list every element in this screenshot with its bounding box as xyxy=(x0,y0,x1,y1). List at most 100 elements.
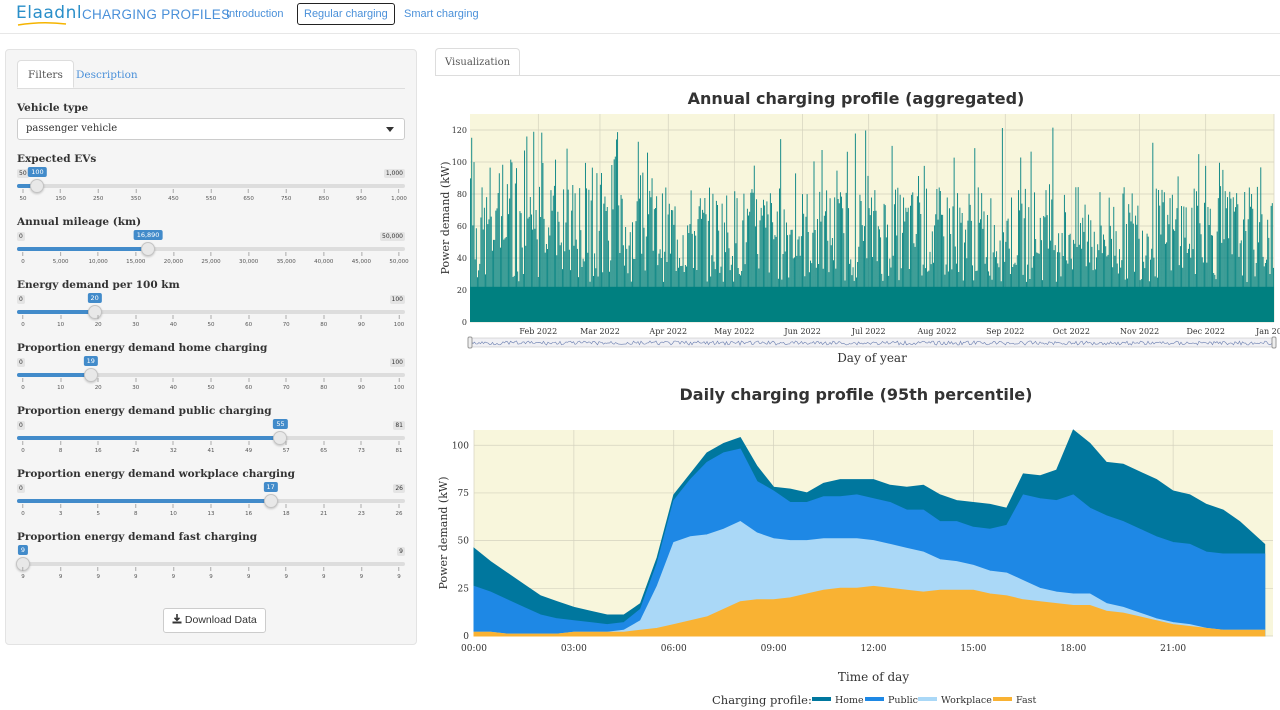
slider-ticks: 0 10 20 30 40 50 60 70 80 90 100 xyxy=(17,378,405,394)
slider-track[interactable] xyxy=(17,562,405,566)
slider-tick-label: 20 xyxy=(95,378,102,391)
slider-tick-label: 20 xyxy=(95,315,102,328)
legend-item-fast[interactable]: Fast xyxy=(993,695,1036,706)
daily-chart-title: Daily charging profile (95th percentile) xyxy=(679,385,1033,404)
slider-tick-label: 30 xyxy=(132,378,139,391)
slider-track[interactable] xyxy=(17,184,405,188)
slider-tick-label: 20,000 xyxy=(164,252,183,265)
range-slider[interactable]: 0 100 20 0 10 20 30 40 50 60 70 80 90 100 xyxy=(17,293,405,335)
slider-handle[interactable] xyxy=(263,494,278,508)
navbar: Elaadnl CHARGING PROFILES Introduction R… xyxy=(0,0,1280,34)
slider-handle[interactable] xyxy=(83,368,98,382)
slider-max-label: 50,000 xyxy=(380,232,405,241)
range-slider[interactable]: 9 9 9 9 9 9 9 9 9 9 9 9 9 xyxy=(16,545,405,587)
tab-visualization[interactable]: Visualization xyxy=(435,48,521,76)
slider-tick-label: 9 xyxy=(247,567,250,580)
slider-tick-label: 40 xyxy=(170,378,177,391)
y-tick-label: 120 xyxy=(452,126,467,135)
slider-tick-label: 9 xyxy=(360,567,363,580)
slider-tick-label: 50 xyxy=(20,189,27,202)
vehicle-type-select[interactable]: passenger vehicle xyxy=(17,118,405,140)
vehicle-type-label: Vehicle type xyxy=(17,102,89,114)
slider-track[interactable] xyxy=(17,373,405,377)
range-slider[interactable]: 0 26 17 0 3 5 8 10 13 16 18 21 23 26 xyxy=(17,482,405,524)
slider-tick-label: 10 xyxy=(57,378,64,391)
legend-title: Charging profile: xyxy=(712,693,812,707)
x-tick-label: 18:00 xyxy=(1060,644,1086,654)
tab-description[interactable]: Description xyxy=(76,69,138,81)
slider-tick-label: 40 xyxy=(170,315,177,328)
download-data-label: Download Data xyxy=(184,614,257,626)
slider-tick-label: 100 xyxy=(394,315,404,328)
caret-down-icon xyxy=(386,127,394,132)
x-tick-label: 21:00 xyxy=(1160,644,1186,654)
slider-tick-label: 9 xyxy=(134,567,138,580)
range-selector[interactable] xyxy=(467,336,1277,349)
slider-tick-label: 9 xyxy=(96,567,100,580)
vehicle-type-value: passenger vehicle xyxy=(26,123,118,134)
slider-track[interactable] xyxy=(17,247,405,251)
annual-chart[interactable]: 0 20 40 60 80 100 120 Feb 2022 Mar 2022 Apr 2022 M… xyxy=(436,112,1280,368)
nav-smart-charging[interactable]: Smart charging xyxy=(404,8,479,20)
range-slider[interactable]: 50 1,000 100 50 150 250 350 450 550 650 750 850 950 1… xyxy=(17,167,407,209)
x-tick-label: Nov 2022 xyxy=(1120,327,1159,336)
slider-max-label: 9 xyxy=(397,547,405,556)
slider-tick-label: 18 xyxy=(283,504,290,517)
app-title[interactable]: CHARGING PROFILES xyxy=(82,7,231,22)
tab-filters[interactable]: Filters xyxy=(17,60,74,88)
x-axis-title: Day of year xyxy=(837,351,907,365)
slider-handle[interactable] xyxy=(273,431,288,445)
slider-handle[interactable] xyxy=(30,179,45,193)
slider-tick-label: 80 xyxy=(320,315,327,328)
y-tick-label: 80 xyxy=(457,190,467,199)
range-slider[interactable]: 0 81 55 0 8 16 24 32 41 49 57 65 73 81 xyxy=(17,419,405,461)
slider-tick-label: 30,000 xyxy=(239,252,258,265)
range-slider[interactable]: 0 50,000 16,890 0 5,000 10,000 15,000 20,000 25,… xyxy=(17,230,409,272)
slider-max-label: 1,000 xyxy=(383,169,405,178)
slider-tick-label: 0 xyxy=(21,315,25,328)
slider-handle[interactable] xyxy=(141,242,156,256)
slider-tick-label: 950 xyxy=(356,189,367,202)
x-tick-label: May 2022 xyxy=(714,327,754,336)
x-tick-label: Jul 2022 xyxy=(851,327,886,336)
slider-min-label: 0 xyxy=(17,421,25,430)
slider-ticks: 9 9 9 9 9 9 9 9 9 9 9 xyxy=(17,567,405,583)
slider-value-label: 17 xyxy=(263,482,278,492)
slider-tick-label: 13 xyxy=(208,504,215,517)
legend-swatch xyxy=(918,697,937,701)
slider-value-label: 55 xyxy=(273,419,288,429)
slider-value-label: 19 xyxy=(83,356,98,366)
legend-item-workplace[interactable]: Workplace xyxy=(918,695,992,706)
slider-label: Annual mileage (km) xyxy=(17,216,142,228)
slider-tick-label: 30 xyxy=(132,315,139,328)
y-tick-label: 20 xyxy=(457,286,467,295)
slider-tick-label: 450 xyxy=(168,189,179,202)
slider-fill xyxy=(17,310,95,314)
slider-label: Expected EVs xyxy=(17,153,97,165)
range-slider[interactable]: 0 100 19 0 10 20 30 40 50 60 70 80 90 100 xyxy=(17,356,405,398)
slider-tick-label: 8 xyxy=(59,441,62,454)
legend-item-home[interactable]: Home xyxy=(812,695,864,706)
slider-tick-label: 850 xyxy=(319,189,329,202)
visualization-tab-divider xyxy=(435,75,1280,76)
slider-tick-label: 10 xyxy=(57,315,64,328)
range-handle-right xyxy=(1271,336,1277,349)
slider-track[interactable] xyxy=(17,310,405,314)
slider-tick-label: 550 xyxy=(206,189,216,202)
slider-tick-label: 16 xyxy=(245,504,252,517)
range-handle-left xyxy=(467,336,473,349)
daily-chart[interactable]: 0 25 50 75 100 00:00 03:00 06:00 09:00 12:00 15:00… xyxy=(430,420,1280,710)
legend-item-public[interactable]: Public xyxy=(865,695,918,706)
nav-regular-charging[interactable]: Regular charging xyxy=(297,3,395,25)
slider-value-label: 16,890 xyxy=(133,230,163,240)
nav-introduction[interactable]: Introduction xyxy=(226,8,284,20)
range-selector-sparkline xyxy=(469,340,1273,346)
elaad-logo[interactable]: Elaadnl xyxy=(16,3,83,23)
y-axis-title: Power demand (kW) xyxy=(439,162,452,275)
slider-max-label: 100 xyxy=(389,295,405,304)
slider-tick-label: 21 xyxy=(320,504,327,517)
x-tick-label: 03:00 xyxy=(561,644,587,654)
slider-tick-label: 60 xyxy=(245,315,252,328)
download-data-button[interactable]: Download Data xyxy=(163,608,266,633)
slider-max-label: 81 xyxy=(393,421,405,430)
